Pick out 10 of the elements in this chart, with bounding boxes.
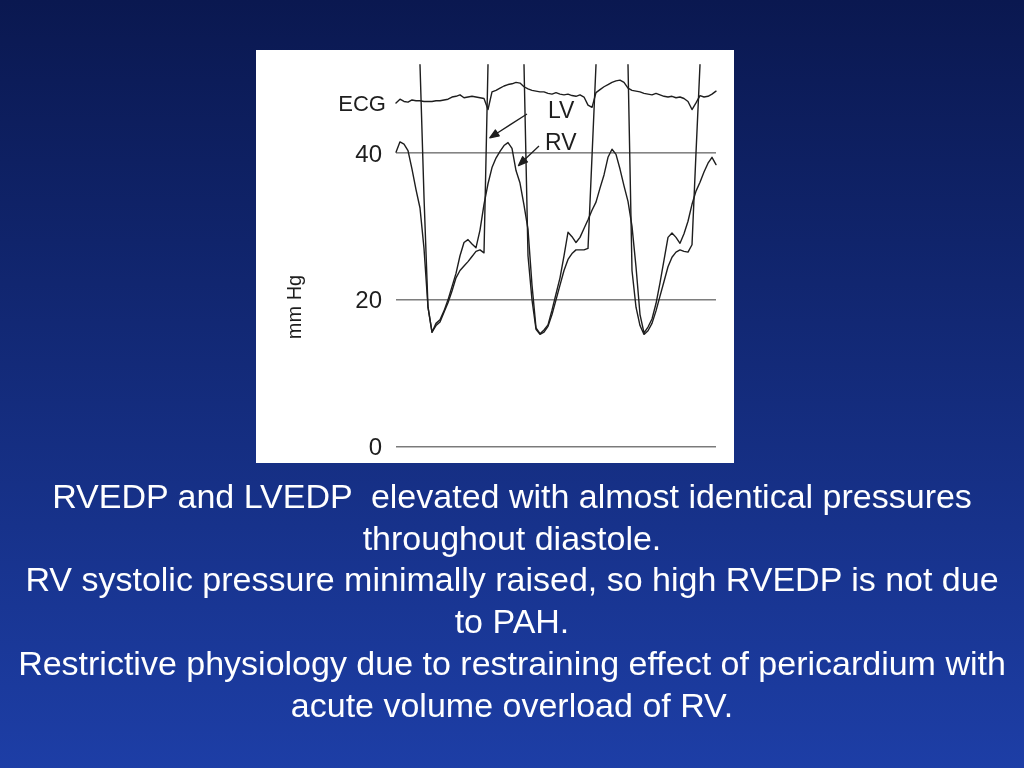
y-tick-label: 20 [355,286,382,314]
text: Restrictive physiology due to restraining effect of pericardium with acute volume overload of RV. [17,642,1007,726]
y-tick-label: 40 [355,139,382,167]
legend-label: LV [548,97,576,123]
legend-label: RV [545,129,578,155]
text: RVEDP and LVEDP elevated with almost identical pressures throughout diastole. [51,476,973,559]
series-label: ECG [338,90,386,116]
y-axis-title: mm Hg [283,274,306,340]
y-tick-label: 0 [368,433,382,461]
text: RV systolic pressure minimally raised, so high RVEDP is not due to PAH. [24,559,1000,643]
